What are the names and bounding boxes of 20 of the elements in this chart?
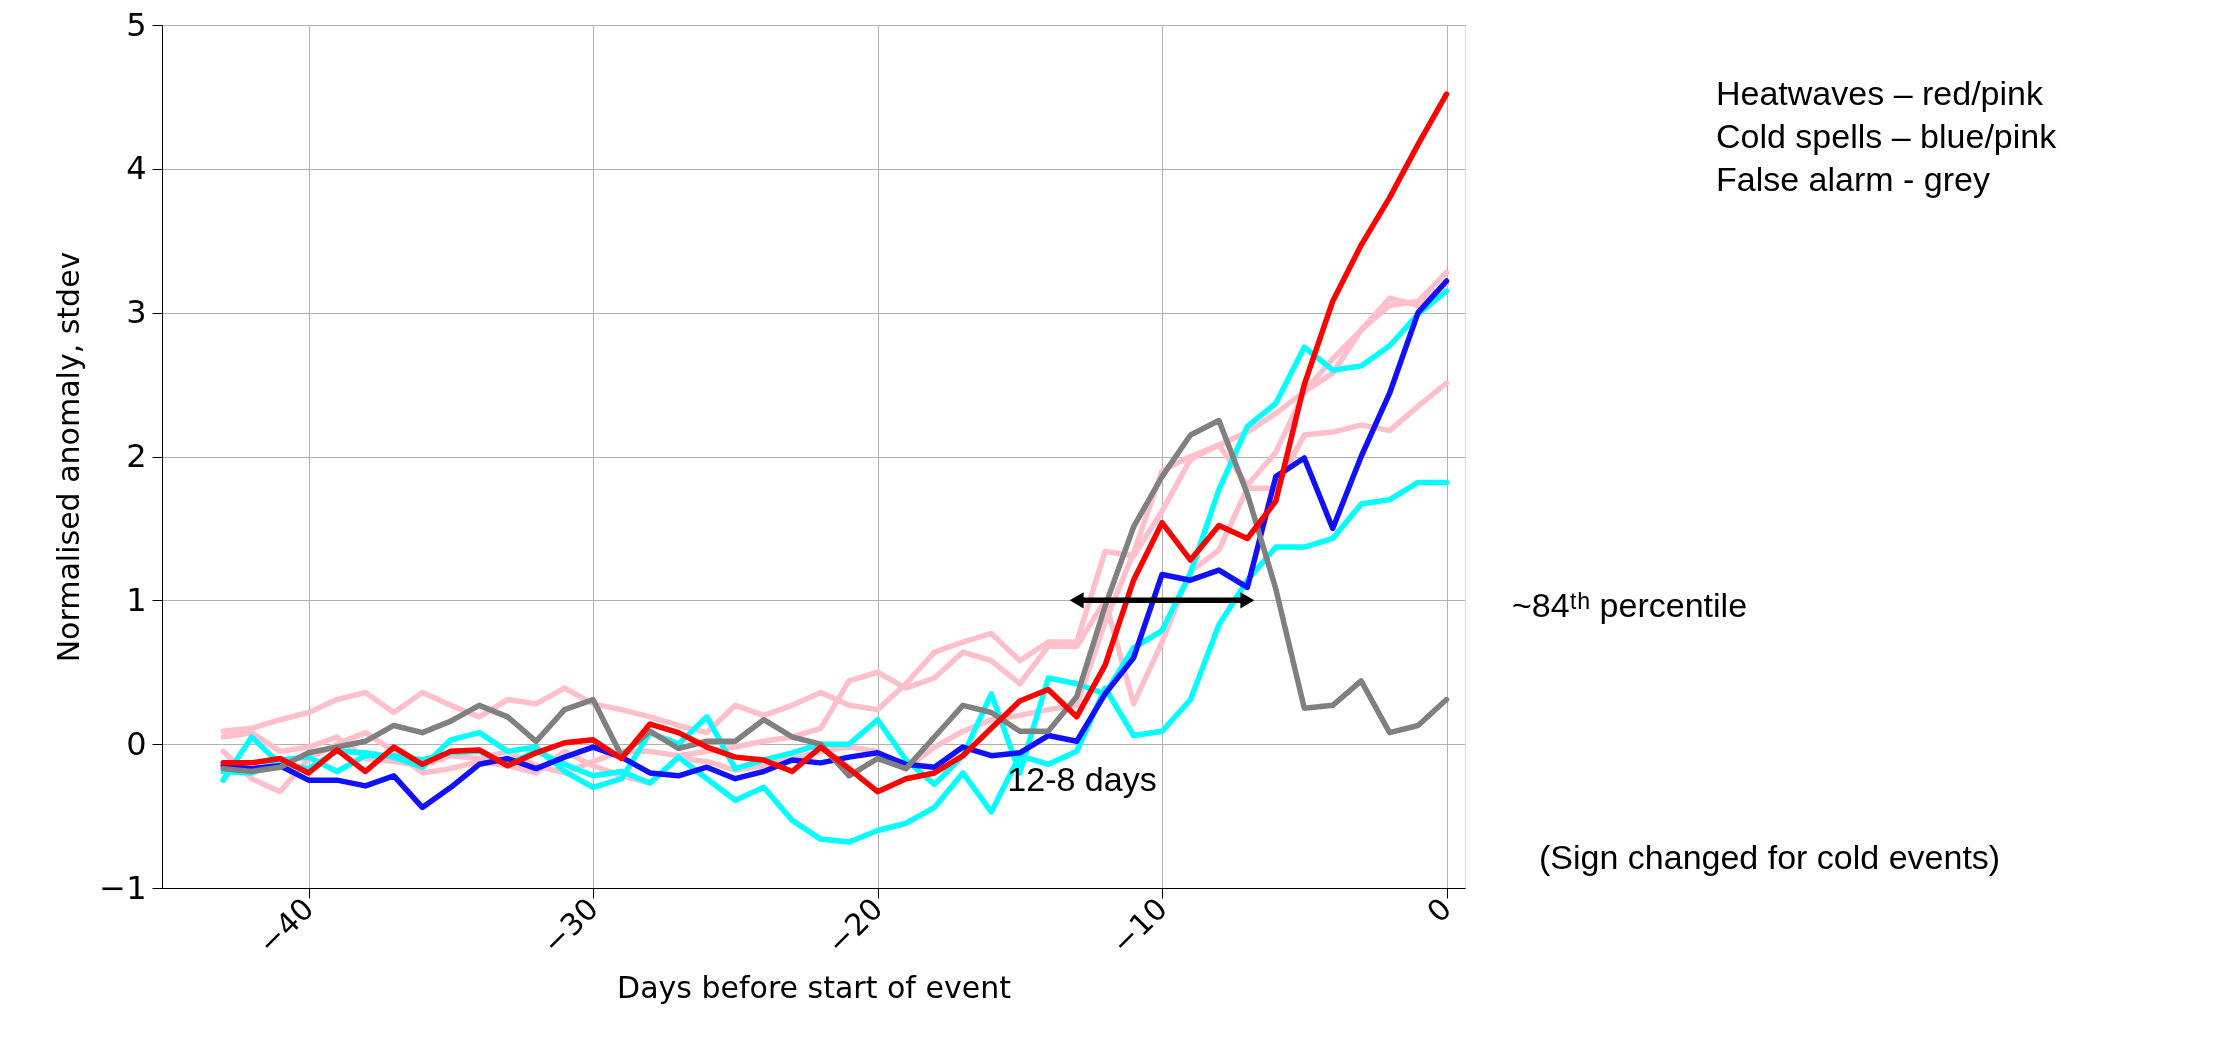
text: Cold spells – blue/pink [1716,117,2058,155]
x-tick-label: −20 [819,891,890,961]
x-tick-label: 0 [1420,891,1459,930]
annotation: 12-8 days [1007,760,1157,798]
x-tick-label: −40 [250,891,321,961]
text: ~84ᵗʰ percentile [1512,586,1748,624]
text: (Sign changed for cold events) [1539,838,2001,876]
x-tick-label: −10 [1104,891,1174,961]
x-tick-label: −30 [535,891,605,961]
y-tick-label: 4 [126,149,147,188]
text: False alarm - grey [1716,160,1990,198]
y-tick-label: −1 [99,868,147,907]
x-axis-title: Days before start of event [617,969,1012,1005]
y-tick-label: 3 [126,293,147,332]
y-axis-title: Normalised anomaly, stdev [51,251,87,663]
y-tick-label: 1 [126,580,147,619]
y-tick-label: 0 [126,724,147,763]
y-tick-label: 5 [126,5,147,44]
text: Heatwaves – red/pink [1716,74,2044,112]
y-tick-label: 2 [126,437,147,475]
